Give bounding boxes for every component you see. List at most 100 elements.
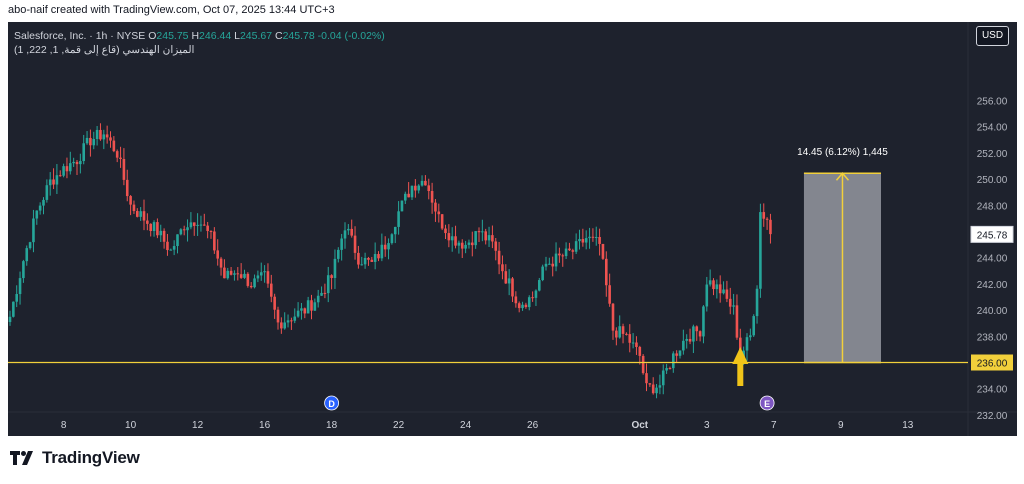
candle-body xyxy=(152,222,156,232)
candle-body xyxy=(487,235,491,241)
candle-body xyxy=(397,211,400,227)
high-value: 246.44 xyxy=(199,30,232,42)
candle-body xyxy=(608,285,611,304)
candle-body xyxy=(333,258,337,278)
candle-body xyxy=(12,301,15,317)
candle-body xyxy=(420,180,424,186)
candle-body xyxy=(635,342,638,347)
candlestick-chart: 14.45 (6.12%) 1,445 232.00 234.00 236.00 238… xyxy=(8,22,1017,436)
time-tick-label: 13 xyxy=(902,420,914,431)
candle-body xyxy=(524,304,528,308)
candle-body xyxy=(139,211,142,217)
candle-body xyxy=(625,333,628,335)
candle-body xyxy=(631,342,635,344)
candle-body xyxy=(501,264,504,272)
candle-body xyxy=(89,137,92,146)
candle-body xyxy=(628,334,632,343)
candle-body xyxy=(447,233,451,241)
candle-body xyxy=(618,326,621,338)
candle-body xyxy=(538,280,541,291)
time-tick-label: 26 xyxy=(527,420,539,431)
price-tick-label: 240.00 xyxy=(977,306,1008,317)
candle-body xyxy=(467,242,471,245)
candle-body xyxy=(380,244,384,259)
event-marker-label: E xyxy=(764,399,770,409)
candle-body xyxy=(685,338,688,341)
candle-body xyxy=(584,238,588,243)
time-tick-label: 22 xyxy=(393,420,405,431)
candle-body xyxy=(414,185,417,191)
candle-body xyxy=(119,157,122,160)
candle-body xyxy=(8,316,12,323)
currency-button[interactable]: USD xyxy=(976,26,1009,46)
close-value: 245.78 xyxy=(282,30,315,42)
candle-body xyxy=(313,302,317,311)
candle-body xyxy=(661,370,665,386)
candle-body xyxy=(715,284,719,290)
candle-body xyxy=(270,283,273,297)
time-tick-label: 8 xyxy=(61,420,67,431)
candle-body xyxy=(434,202,437,212)
candle-body xyxy=(15,294,18,302)
candle-body xyxy=(702,306,705,337)
candle-body xyxy=(42,199,45,206)
candle-body xyxy=(75,161,79,165)
candle-body xyxy=(474,231,477,246)
candle-body xyxy=(655,387,658,394)
candle-body xyxy=(591,236,595,238)
candle-body xyxy=(410,185,414,198)
candle-body xyxy=(316,295,320,303)
candle-body xyxy=(209,231,213,233)
candle-body xyxy=(216,250,219,259)
time-tick-label: 10 xyxy=(125,420,137,431)
candle-body xyxy=(115,151,119,158)
indicator-label[interactable]: الميزان الهندسي (قاع إلى قمة, 1, 222, 1) xyxy=(14,44,195,56)
candle-body xyxy=(514,296,518,304)
candle-body xyxy=(105,134,109,138)
time-tick-label: 7 xyxy=(771,420,777,431)
candle-body xyxy=(363,257,367,265)
candle-body xyxy=(172,246,176,250)
candle-body xyxy=(347,228,350,231)
candle-body xyxy=(544,263,548,267)
candle-body xyxy=(179,229,183,235)
candle-body xyxy=(695,326,699,332)
candle-body xyxy=(18,278,22,295)
candle-body xyxy=(38,205,42,211)
low-label: L xyxy=(234,30,240,42)
candle-body xyxy=(48,179,52,186)
candle-body xyxy=(256,275,260,279)
candle-body xyxy=(471,242,474,246)
candle-body xyxy=(511,278,514,297)
candle-body xyxy=(112,140,116,152)
candle-body xyxy=(564,248,568,257)
candle-body xyxy=(280,322,283,329)
price-tick-label: 248.00 xyxy=(977,201,1008,212)
candle-body xyxy=(497,250,501,265)
candle-body xyxy=(601,243,605,259)
earnings-marker-icon xyxy=(759,395,775,411)
candle-body xyxy=(752,316,755,336)
candle-body xyxy=(353,235,357,253)
candle-body xyxy=(578,239,581,242)
candle-body xyxy=(189,222,193,228)
candle-body xyxy=(527,297,531,308)
candle-body xyxy=(125,179,129,197)
price-change: -0.04 (-0.02%) xyxy=(317,30,385,42)
tradingview-footer: TradingView xyxy=(10,448,140,468)
candle-body xyxy=(638,346,642,356)
chart-area[interactable]: 14.45 (6.12%) 1,445 232.00 234.00 236.00 238… xyxy=(8,22,1017,436)
candle-body xyxy=(25,248,29,262)
arrow-up-icon xyxy=(732,347,749,386)
candle-body xyxy=(162,230,166,242)
symbol-title[interactable]: Salesforce, Inc. · 1h · NYSE xyxy=(14,30,146,42)
candle-body xyxy=(440,214,444,229)
candle-body xyxy=(437,211,441,215)
candle-body xyxy=(223,267,226,279)
candle-body xyxy=(558,253,561,256)
candle-body xyxy=(400,200,404,212)
candle-body xyxy=(300,308,303,311)
candle-body xyxy=(233,273,236,275)
candle-body xyxy=(390,234,394,244)
time-tick-label: Oct xyxy=(631,420,648,431)
